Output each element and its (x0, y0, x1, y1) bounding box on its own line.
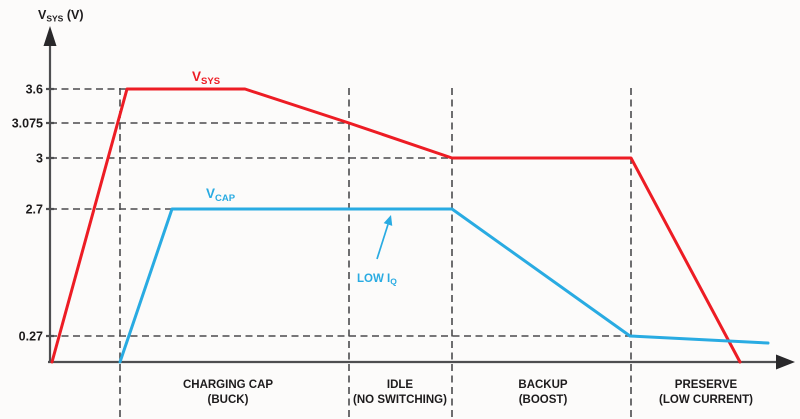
phase-label-3-line1: BACKUP (518, 379, 568, 391)
phase-label-4-line1: PRESERVE (675, 379, 738, 391)
phase-label-1-line1: CHARGING CAP (183, 379, 273, 391)
phase-label-1-line2: (BUCK) (208, 394, 249, 406)
phase-label-3-line2: (BOOST) (519, 394, 568, 406)
x-axis-arrowhead-icon (776, 354, 795, 370)
curve-label-vsys: VSYS (192, 69, 220, 87)
y-tick-label-3: 3 (36, 152, 43, 166)
y-axis-title: VSYS (V) (38, 8, 84, 24)
gridlines-group (50, 88, 632, 417)
y-axis-arrowhead-icon (43, 26, 57, 46)
y-tick-label-0.27: 0.27 (19, 330, 43, 344)
low-iq-arrowhead-icon (383, 215, 393, 226)
low-iq-label: LOW IQ (357, 273, 397, 287)
y-tick-label-3.6: 3.6 (26, 83, 43, 97)
curve-vcap (118, 207, 770, 364)
phase-label-2-line1: IDLE (387, 379, 414, 391)
low-iq-arrow-line (376, 224, 389, 260)
phase-label-4-line2: (LOW CURRENT) (659, 394, 753, 406)
y-tick-label-3.075: 3.075 (12, 117, 43, 131)
axes-group (43, 26, 795, 370)
text-labels-group: 3.6 3.075 3 2.7 0.27 VSYS (V) VSYS VCAP LOW IQ CH… (12, 8, 753, 406)
y-tick-label-2.7: 2.7 (26, 203, 43, 217)
series-curves-group (50, 87, 770, 364)
curve-label-vcap: VCAP (206, 186, 236, 204)
curve-vsys (50, 87, 742, 364)
phase-label-2-line2: (NO SWITCHING) (353, 394, 447, 406)
